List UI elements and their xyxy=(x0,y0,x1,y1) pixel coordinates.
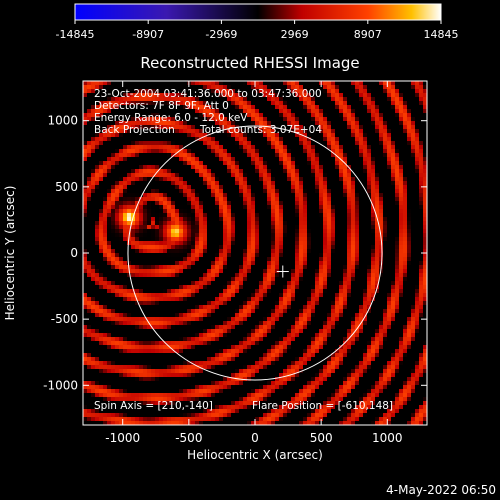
annotation-energy: Energy Range: 6.0 - 12.0 keV xyxy=(94,112,248,124)
annotation-spin-axis: Spin Axis = [210,-140] xyxy=(94,400,213,412)
annotation-flare-position: Flare Position = [-610,148] xyxy=(252,400,393,412)
y-tick-label: 500 xyxy=(55,180,78,194)
colorbar-tick-label: 14845 xyxy=(424,28,459,41)
x-tick-label: 500 xyxy=(310,431,333,445)
solar-disk-circle xyxy=(127,125,383,381)
y-tick-label: 1000 xyxy=(47,114,78,128)
colorbar-tick-label: 8907 xyxy=(354,28,382,41)
y-axis-label: Heliocentric Y (arcsec) xyxy=(3,186,17,321)
colorbar: -14845 -8907 -2969 2969 8907 14845 xyxy=(56,3,459,41)
x-tick-label: 1000 xyxy=(372,431,403,445)
x-tick-label: -1000 xyxy=(105,431,140,445)
footer-date: 4-May-2022 06:50 xyxy=(386,483,496,497)
heatmap-image xyxy=(83,81,427,425)
annotation-counts: Total counts: 3.07E+04 xyxy=(199,124,322,136)
spin-axis-marker xyxy=(276,265,289,278)
chart-title: Reconstructed RHESSI Image xyxy=(140,54,359,72)
plot-area: -1000 -500 0 500 1000 -1000 -500 0 500 1000 xyxy=(43,80,428,445)
x-axis-label: Heliocentric X (arcsec) xyxy=(187,448,323,462)
y-tick-label: 0 xyxy=(70,246,78,260)
annotation-time: 23-Oct-2004 03:41:36.000 to 03:47:36.000 xyxy=(94,88,322,100)
y-tick-label: -1000 xyxy=(43,378,78,392)
colorbar-tick-label: 2969 xyxy=(281,28,309,41)
colorbar-tick-label: -14845 xyxy=(56,28,95,41)
annotation-method: Back Projection xyxy=(94,124,175,136)
colorbar-strip xyxy=(74,3,442,21)
annotation-detectors: Detectors: 7F 8F 9F, Att 0 xyxy=(94,100,229,112)
x-tick-label: 0 xyxy=(251,431,259,445)
colorbar-tick-label: -2969 xyxy=(205,28,237,41)
colorbar-tick-label: -8907 xyxy=(132,28,164,41)
y-tick-label: -500 xyxy=(51,312,78,326)
x-tick-label: -500 xyxy=(175,431,202,445)
annotations: 23-Oct-2004 03:41:36.000 to 03:47:36.000… xyxy=(94,88,393,412)
